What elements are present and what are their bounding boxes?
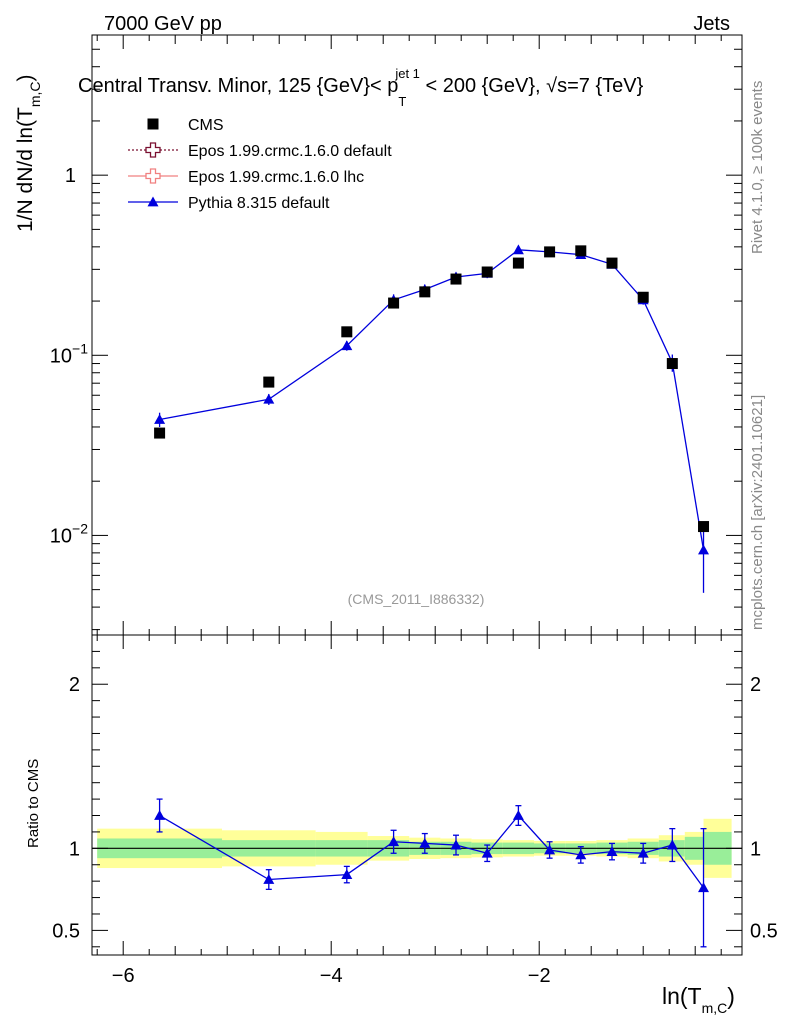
y-tick-label-ratio-right: 0.5 <box>750 920 778 942</box>
cms-data-point <box>154 427 166 439</box>
y-tick-label-ratio-left: 1 <box>69 838 80 860</box>
pythia-ratio-point <box>606 846 618 857</box>
cms-data-point <box>512 257 524 269</box>
cms-data-point <box>341 326 353 338</box>
legend-label: Pythia 8.315 default <box>188 195 330 212</box>
cms-data-point <box>544 246 556 258</box>
legend-label: Epos 1.99.crmc.1.6.0 default <box>188 143 392 160</box>
legend-marker-cross <box>145 168 161 184</box>
title-superscript: jet 1 <box>394 66 420 81</box>
cms-data-point <box>388 297 400 309</box>
axis-ticks <box>92 34 742 955</box>
plot-series <box>154 244 710 948</box>
y-tick-label-ratio-right: 1 <box>750 838 761 860</box>
ratio-plot-frame <box>91 634 743 956</box>
rivet-label: Rivet 4.1.0, ≥ 100k events <box>749 81 766 254</box>
pythia-main-point <box>154 414 166 424</box>
pythia-ratio-point <box>419 837 431 848</box>
pythia-ratio-point <box>544 844 556 855</box>
y-tick-label-main: 1 <box>65 165 76 187</box>
cms-data-point <box>637 291 649 303</box>
pythia-ratio-point <box>698 882 710 893</box>
cms-data-point <box>666 358 678 370</box>
legend: CMS Epos 1.99.crmc.1.6.0 default Epos 1.99… <box>128 117 392 212</box>
axis-tick-labels: −6 −4 −2 10−2 10−1 1 0.5 0.5 1 1 2 2 <box>50 165 778 987</box>
x-tick-label: −2 <box>528 965 551 987</box>
pythia-ratio-point <box>481 847 493 858</box>
title-subscript: T <box>398 94 406 109</box>
cms-data-point <box>481 266 493 278</box>
x-tick-label: −4 <box>320 965 343 987</box>
analysis-id: (CMS_2011_I886332) <box>348 591 485 607</box>
pythia-ratio-point <box>341 869 353 879</box>
y-tick-label-ratio-right: 2 <box>750 674 761 696</box>
pythia-ratio-point <box>575 849 587 860</box>
cms-data-point <box>263 376 275 388</box>
cms-data-point <box>606 257 618 269</box>
pythia-ratio-point <box>512 810 524 820</box>
cms-data-point <box>450 273 462 285</box>
pythia-ratio-point <box>388 836 400 847</box>
cms-data-point <box>575 245 587 257</box>
header-right: Jets <box>693 13 730 35</box>
pythia-ratio-point <box>637 847 649 858</box>
y-tick-label-ratio-left: 0.5 <box>52 920 80 942</box>
pythia-ratio-point <box>666 839 678 850</box>
legend-marker-cms <box>147 118 159 130</box>
cms-data-point <box>698 521 710 533</box>
x-tick-label: −6 <box>112 965 135 987</box>
header-left: 7000 GeV pp <box>104 13 222 35</box>
pythia-ratio-point <box>263 874 275 884</box>
y-tick-label-main: 10−1 <box>50 340 88 367</box>
legend-marker-cross <box>145 142 161 158</box>
pythia-ratio-point <box>154 810 166 820</box>
y-tick-label-main: 10−2 <box>50 520 88 547</box>
legend-label: CMS <box>188 117 224 134</box>
y-axis-label-ratio: Ratio to CMS <box>25 759 42 848</box>
plot-title: Central Transv. Minor, 125 {GeV}< pTjet … <box>78 66 644 109</box>
x-axis-label: ln(Tm,C) <box>662 983 735 1016</box>
cms-data-point <box>419 286 431 298</box>
pythia-main-point <box>263 393 275 404</box>
legend-marker-triangle <box>147 196 159 207</box>
pythia-ratio-line <box>159 814 705 889</box>
legend-label: Epos 1.99.crmc.1.6.0 lhc <box>188 169 364 186</box>
pythia-main-line <box>159 249 705 551</box>
pythia-main-point <box>698 544 710 555</box>
mcplots-label: mcplots.cern.ch [arXiv:2401.10621] <box>749 395 766 630</box>
pythia-main-point <box>512 244 524 255</box>
pythia-main-point <box>341 340 353 351</box>
y-axis-label-main: 1/N dN/d ln(Tm,C) <box>14 74 43 232</box>
y-tick-label-ratio-left: 2 <box>69 674 80 696</box>
pythia-ratio-point <box>450 839 462 850</box>
